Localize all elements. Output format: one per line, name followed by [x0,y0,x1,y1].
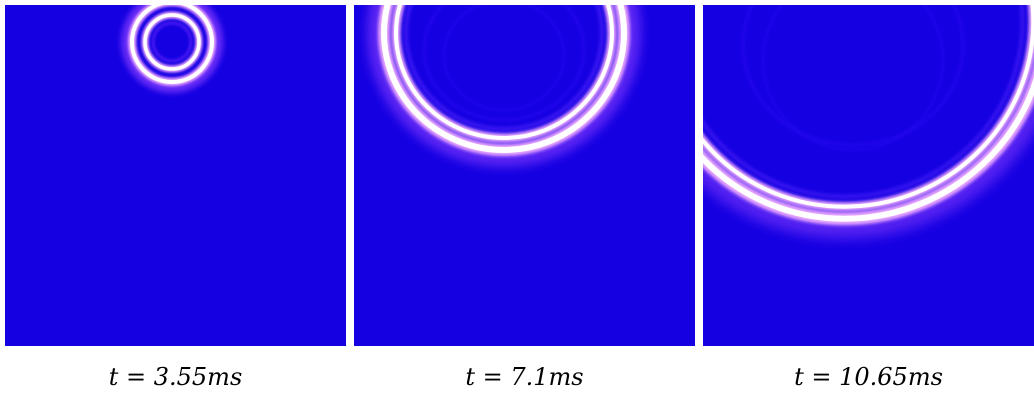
wavefront-image-2 [354,5,695,346]
simulation-panel-2 [354,5,695,346]
simulation-panel-3 [703,5,1034,346]
inner-ring-2 [391,5,617,143]
inner-faint-ripples-2 [422,5,586,122]
wavefront-image-1 [5,5,346,346]
wavefront-image-3 [703,5,1034,346]
outer-ring-1 [121,5,223,93]
outer-ring-2 [367,5,641,167]
outer-ring-3 [703,5,1034,239]
time-caption-3: t = 10.65ms [794,363,943,391]
inner-faint-ripples-3 [741,5,965,151]
inner-ring-1 [141,11,203,73]
time-caption-1: t = 3.55ms [108,363,243,391]
time-caption-2: t = 7.1ms [465,363,584,391]
simulation-panel-1 [5,5,346,346]
inner-ring-3 [703,5,1034,212]
